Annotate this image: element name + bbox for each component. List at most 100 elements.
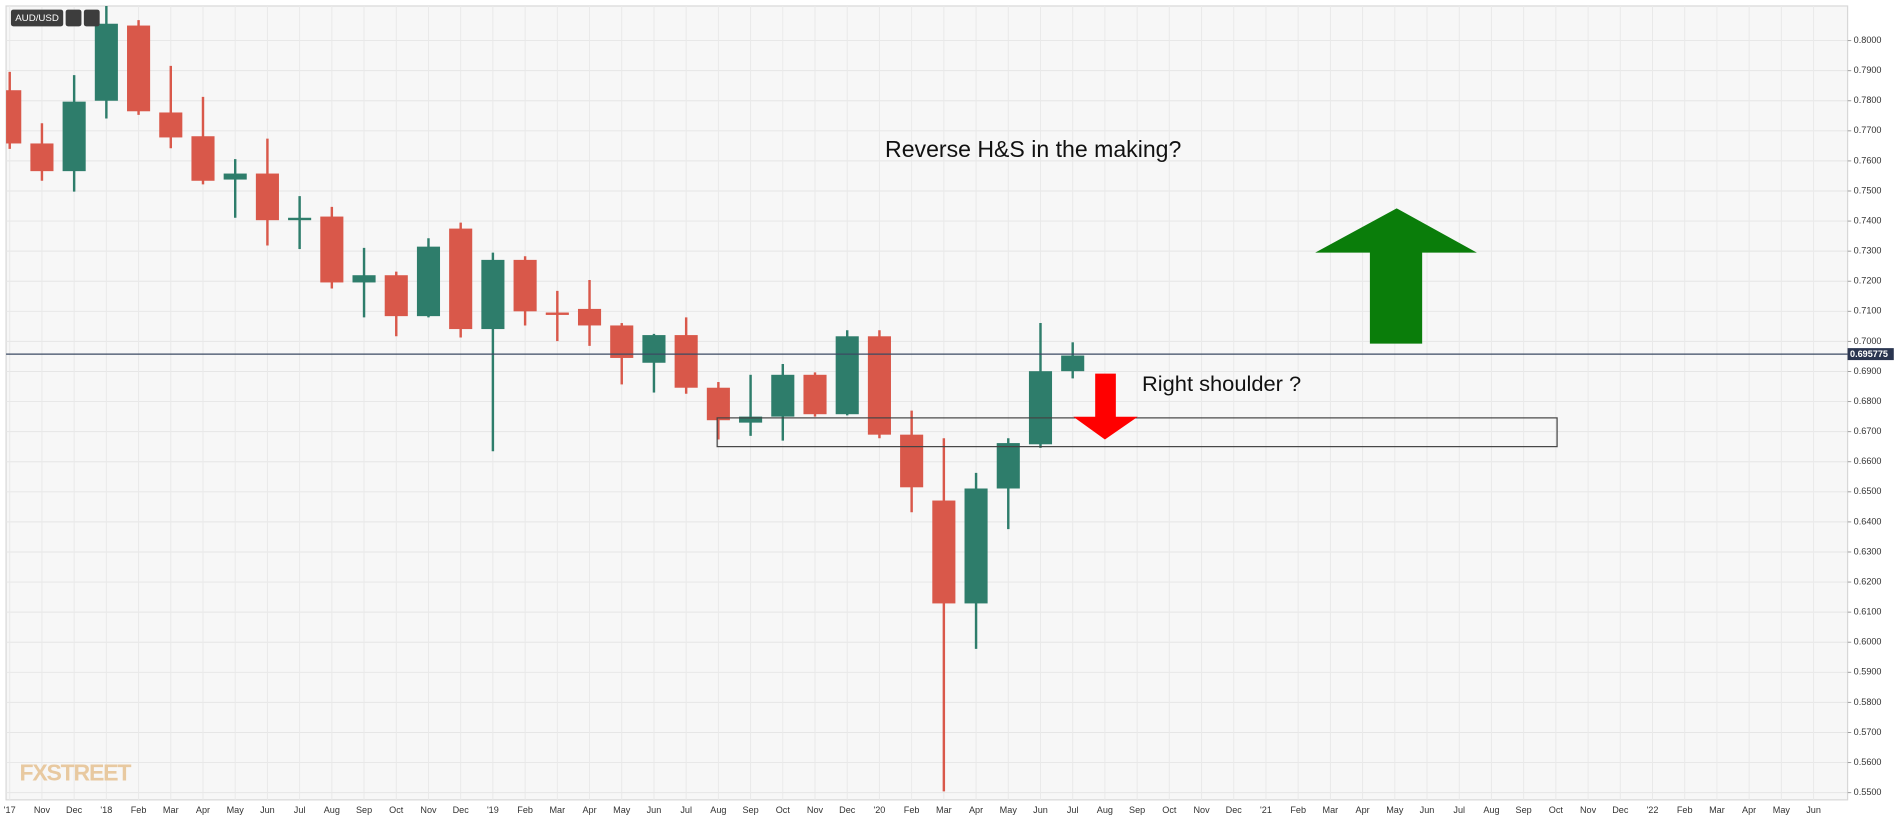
x-tick-label: Feb <box>517 805 533 815</box>
candle-body <box>771 374 795 417</box>
current-price-label: 0.695775 <box>1850 349 1888 359</box>
candle-body <box>642 335 666 363</box>
y-tick-label: 0.6900 <box>1854 366 1882 376</box>
x-tick-label: Jul <box>680 805 692 815</box>
y-tick-label: 0.7300 <box>1854 246 1882 256</box>
candle-body <box>288 217 312 221</box>
x-tick-label: Aug <box>710 805 726 815</box>
x-tick-label: Aug <box>1097 805 1113 815</box>
x-tick-label: Jun <box>1806 805 1821 815</box>
x-tick-label: May <box>1773 805 1791 815</box>
y-tick-label: 0.5700 <box>1854 727 1882 737</box>
candle-body <box>6 90 22 144</box>
y-tick-label: 0.5900 <box>1854 667 1882 677</box>
candle-body <box>1061 355 1085 372</box>
x-tick-label: Apr <box>582 805 596 815</box>
candle-body <box>674 335 698 388</box>
y-tick-label: 0.6600 <box>1854 456 1882 466</box>
y-tick-label: 0.8000 <box>1854 35 1882 45</box>
x-tick-label: Nov <box>420 805 437 815</box>
x-tick-label: Jul <box>1453 805 1465 815</box>
y-tick-label: 0.7500 <box>1854 185 1882 195</box>
x-tick-label: Aug <box>324 805 340 815</box>
candle-body <box>577 308 602 326</box>
down-arrow <box>1073 373 1138 440</box>
candles <box>6 5 1085 792</box>
x-tick-label: Nov <box>1193 805 1210 815</box>
candle-body <box>835 336 859 415</box>
x-tick-label: Mar <box>549 805 565 815</box>
x-tick-label: Oct <box>389 805 404 815</box>
x-tick-label: Jul <box>294 805 306 815</box>
candle-body <box>127 25 151 112</box>
y-tick-label: 0.6500 <box>1854 486 1882 496</box>
candle-body <box>1028 371 1053 445</box>
x-tick-label: Nov <box>1580 805 1597 815</box>
x-tick-label: Sep <box>356 805 372 815</box>
support-zone-box <box>716 417 1558 448</box>
up-arrow <box>1315 208 1477 344</box>
candle-body <box>481 259 505 330</box>
x-tick-label: Oct <box>1549 805 1564 815</box>
x-tick-label: Oct <box>776 805 791 815</box>
y-tick-label: 0.7400 <box>1854 216 1882 226</box>
candle-body <box>449 228 473 330</box>
candle-body <box>352 275 376 283</box>
x-tick-label: Feb <box>131 805 147 815</box>
refresh-button[interactable] <box>65 9 82 27</box>
candle-body <box>964 488 988 604</box>
candle-body <box>223 173 247 180</box>
candle-body <box>803 374 827 415</box>
x-tick-label: '19 <box>487 805 499 815</box>
y-tick-label: 0.7200 <box>1854 276 1882 286</box>
annotation: Right shoulder ? <box>1142 371 1301 396</box>
x-tick-label: May <box>227 805 245 815</box>
x-tick-label: Apr <box>1356 805 1370 815</box>
symbol-badge[interactable] <box>10 9 64 27</box>
x-tick-label: Mar <box>1709 805 1725 815</box>
y-tick-label: 0.7100 <box>1854 306 1882 316</box>
candle-body <box>191 136 215 181</box>
settings-button[interactable] <box>83 9 100 27</box>
x-tick-label: '22 <box>1647 805 1659 815</box>
current-price-badge <box>1847 348 1894 361</box>
y-tick-label: 0.5500 <box>1854 787 1882 797</box>
candle-body <box>932 500 956 604</box>
x-tick-label: Apr <box>969 805 983 815</box>
y-tick-label: 0.7600 <box>1854 155 1882 165</box>
grid <box>6 5 1848 800</box>
candle-body <box>706 387 730 421</box>
x-tick-label: '20 <box>873 805 885 815</box>
x-tick-label: Jun <box>260 805 275 815</box>
candle-body <box>610 325 634 358</box>
x-tick-label: Apr <box>196 805 210 815</box>
candle-body <box>384 275 408 317</box>
x-tick-label: May <box>1000 805 1018 815</box>
x-tick-label: Sep <box>742 805 758 815</box>
annotation: Reverse H&S in the making? <box>885 136 1181 162</box>
x-tick-label: Apr <box>1742 805 1756 815</box>
y-tick-label: 0.6400 <box>1854 516 1882 526</box>
candle-body <box>416 246 441 317</box>
y-tick-label: 0.6700 <box>1854 426 1882 436</box>
watermark: FXSTREET <box>19 760 131 786</box>
x-tick-label: Dec <box>66 805 83 815</box>
x-tick-label: Mar <box>936 805 952 815</box>
candle-body <box>867 336 891 435</box>
plot-area <box>5 5 1849 801</box>
candle-body <box>94 23 118 101</box>
y-tick-label: 0.5600 <box>1854 757 1882 767</box>
candle-body <box>996 443 1020 489</box>
x-tick-label: Mar <box>163 805 179 815</box>
x-tick-label: Feb <box>1677 805 1693 815</box>
y-tick-label: 0.7800 <box>1854 95 1882 105</box>
x-tick-label: Jun <box>1033 805 1048 815</box>
x-tick-label: May <box>613 805 631 815</box>
candle-body <box>30 143 54 172</box>
x-tick-label: Sep <box>1129 805 1145 815</box>
x-tick-label: Feb <box>1290 805 1306 815</box>
x-tick-label: Oct <box>1162 805 1177 815</box>
candle-body <box>545 312 569 315</box>
